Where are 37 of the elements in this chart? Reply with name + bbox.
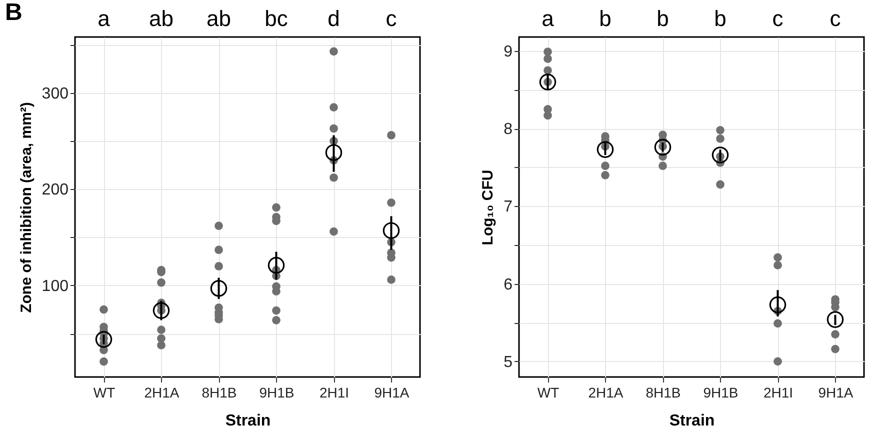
x-tick-label: 8H1B (646, 384, 681, 400)
x-tick-label: 2H1A (588, 384, 624, 400)
x-tick-label: 8H1B (202, 384, 237, 400)
x-tick-label: 9H1A (374, 384, 410, 400)
x-tick-label: 2H1A (144, 384, 180, 400)
y-tick-label: 9 (504, 43, 513, 60)
text: d (328, 6, 340, 31)
x-tick-label: WT (93, 384, 116, 400)
x-tick-label: 9H1B (703, 384, 738, 400)
x-tick-label: WT (537, 384, 560, 400)
x-tick-label: 9H1A (818, 384, 854, 400)
text: a (542, 6, 555, 31)
y-tick-label: 8 (504, 121, 513, 138)
y-tick-label: 100 (42, 278, 69, 295)
text: c (386, 6, 397, 31)
x-tick-label: 2H1I (763, 384, 794, 400)
chart-title: B (5, 0, 22, 26)
text: b (599, 6, 612, 31)
text: b (714, 6, 726, 31)
x-axis-title: Strain (669, 412, 715, 430)
y-tick-label: 300 (42, 85, 69, 102)
text: c (772, 6, 784, 31)
text: ab (149, 6, 174, 31)
y-axis-title: Zone of inhibition (area, mm²) (18, 102, 35, 313)
y-axis-title: Log₁₀ CFU (480, 170, 497, 246)
text: a (98, 6, 111, 31)
x-axis-title: Strain (225, 412, 271, 430)
x-tick-label: 2H1I (319, 384, 350, 400)
x-tick-label: 9H1B (259, 384, 294, 400)
text: c (830, 6, 841, 31)
y-tick-label: 5 (504, 354, 513, 371)
y-tick-label: 6 (504, 276, 513, 294)
text: bc (264, 6, 288, 31)
text: b (656, 6, 669, 31)
y-tick-label: 200 (42, 182, 69, 199)
y-tick-label: 7 (504, 198, 513, 216)
text: ab (206, 6, 231, 31)
